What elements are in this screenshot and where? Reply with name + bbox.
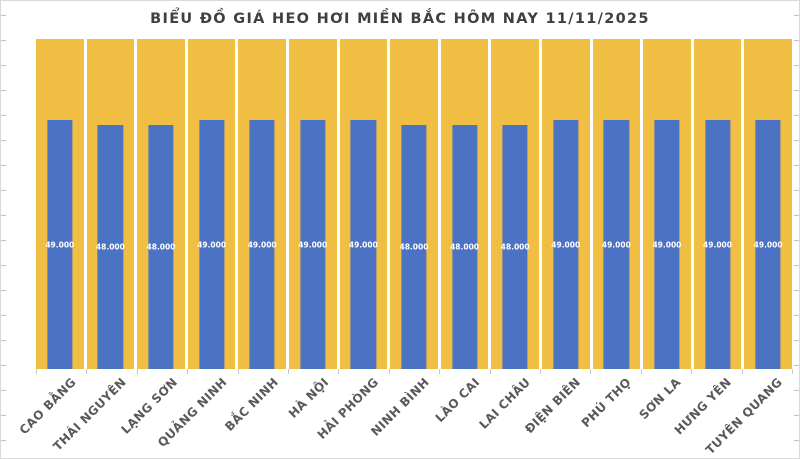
axis-tick xyxy=(439,369,441,374)
background-bar: 49.000 xyxy=(187,39,236,369)
background-bar: 48.000 xyxy=(491,39,539,369)
price-bar: 48.000 xyxy=(450,125,480,369)
price-bar: 49.000 xyxy=(551,120,581,369)
category-label: HÀ NỘI xyxy=(285,375,332,421)
axis-tick xyxy=(590,369,592,374)
bar-value-label: 49.000 xyxy=(348,240,378,250)
price-bar: 49.000 xyxy=(247,120,277,369)
background-bar: 48.000 xyxy=(390,39,438,369)
axis-tick xyxy=(489,369,491,374)
category-axis-labels: CAO BẰNG THÁI NGUYÊN LẠNG SƠN QUẢNG NINH BẮC… xyxy=(17,373,792,457)
bar-value-label: 48.000 xyxy=(450,242,480,252)
axis-tick xyxy=(287,369,289,374)
axis-tick xyxy=(691,369,693,374)
axis-tick xyxy=(136,369,138,374)
bar-value-label: 49.000 xyxy=(753,240,783,250)
background-bar: 49.000 xyxy=(643,39,691,369)
bar-value-label: 48.000 xyxy=(95,242,125,252)
category-label: LÀO CAI xyxy=(432,375,483,425)
background-bar: 49.000 xyxy=(693,39,742,369)
bar-value-label: 49.000 xyxy=(247,240,277,250)
axis-tick xyxy=(237,369,239,374)
background-bar: 48.000 xyxy=(440,39,489,369)
price-bar: 48.000 xyxy=(500,125,530,369)
background-bar: 49.000 xyxy=(36,39,84,369)
price-bar: 49.000 xyxy=(753,120,783,369)
axis-tick xyxy=(640,369,642,374)
bar-value-label: 49.000 xyxy=(45,240,75,250)
background-bar: 49.000 xyxy=(592,39,641,369)
background-bar: 49.000 xyxy=(541,39,590,369)
bar-value-label: 48.000 xyxy=(146,242,176,252)
price-bar: 49.000 xyxy=(601,120,631,369)
background-bar: 49.000 xyxy=(288,39,337,369)
price-bar: 48.000 xyxy=(399,125,429,369)
left-axis-ticks xyxy=(1,15,6,444)
bar-value-label: 48.000 xyxy=(500,242,530,252)
axis-tick xyxy=(36,369,37,374)
bar-value-label: 49.000 xyxy=(601,240,631,250)
axis-tick xyxy=(338,369,340,374)
bar-value-label: 49.000 xyxy=(197,240,227,250)
axis-tick xyxy=(187,369,189,374)
background-bar: 49.000 xyxy=(238,39,286,369)
price-bar: 49.000 xyxy=(703,120,732,369)
price-bar: 49.000 xyxy=(45,120,75,369)
axis-tick xyxy=(741,369,743,374)
bar-value-label: 48.000 xyxy=(399,242,429,252)
axis-tick xyxy=(388,369,390,374)
bar-value-label: 49.000 xyxy=(551,240,581,250)
category-label: SƠN LA xyxy=(636,375,684,423)
background-bar: 48.000 xyxy=(86,39,135,369)
background-bar: 49.000 xyxy=(744,39,792,369)
axis-tick xyxy=(86,369,88,374)
price-bar: 48.000 xyxy=(95,125,125,369)
plot-area: 49.000 48.000 48.000 49.000 49.000 49.000 49.0… xyxy=(36,39,792,369)
price-bar: 48.000 xyxy=(146,125,176,369)
bar-value-label: 49.000 xyxy=(298,240,328,250)
bar-value-label: 49.000 xyxy=(703,240,732,250)
axis-tick xyxy=(540,369,541,374)
background-bar: 48.000 xyxy=(137,39,185,369)
chart-title: BIỂU ĐỒ GIÁ HEO HƠI MIỀN BẮC HÔM NAY 11/… xyxy=(150,11,650,27)
right-axis-ticks xyxy=(794,15,799,444)
price-bar: 49.000 xyxy=(652,120,682,369)
price-bar: 49.000 xyxy=(197,120,227,369)
axis-tick xyxy=(792,369,793,374)
background-bar: 49.000 xyxy=(339,39,388,369)
category-label: BẮC NINH xyxy=(221,375,281,434)
category-axis-ticks xyxy=(36,369,793,375)
price-bar: 49.000 xyxy=(298,120,328,369)
bar-value-label: 49.000 xyxy=(652,240,682,250)
category-label: PHÚ THỌ xyxy=(578,375,634,431)
price-bar: 49.000 xyxy=(348,120,378,369)
